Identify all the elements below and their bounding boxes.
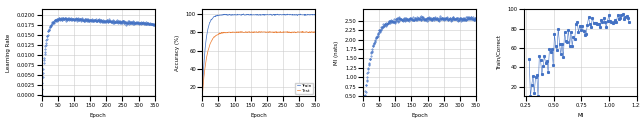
Test [300,32,308,33]
Line: Train: Train [202,14,316,96]
Test [256,32,264,33]
Train [252,14,260,16]
Train [244,14,252,16]
Line: Test: Test [202,31,316,96]
Test [256,31,264,32]
Test [312,31,319,33]
Test [252,31,259,33]
Train [256,14,264,15]
Test [252,31,259,33]
Train [252,14,259,15]
Y-axis label: Train/Correct: Train/Correct [497,35,502,70]
Test [198,96,206,97]
Train [239,13,247,15]
X-axis label: Epoch: Epoch [90,113,106,118]
X-axis label: Epoch: Epoch [411,113,428,118]
Train [198,95,206,97]
Y-axis label: MI (nats): MI (nats) [335,41,339,65]
Train [294,14,302,16]
Train [300,14,308,15]
X-axis label: MI: MI [577,113,583,118]
Y-axis label: Learning Rate: Learning Rate [6,34,12,72]
X-axis label: Epoch: Epoch [250,113,268,118]
Test [294,32,302,33]
Train [312,14,319,15]
Test [244,32,252,33]
Y-axis label: Accuracy (%): Accuracy (%) [175,35,180,71]
Legend: Train, Test: Train, Test [295,83,313,94]
